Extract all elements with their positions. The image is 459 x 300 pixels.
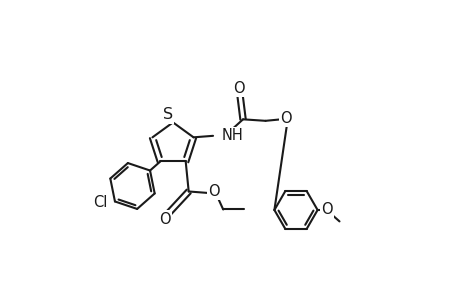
- Text: O: O: [207, 184, 219, 199]
- Text: Cl: Cl: [93, 196, 107, 211]
- Text: NH: NH: [221, 128, 243, 143]
- Text: O: O: [320, 202, 332, 217]
- Text: S: S: [162, 107, 172, 122]
- Text: O: O: [158, 212, 170, 226]
- Text: O: O: [232, 81, 244, 96]
- Text: O: O: [279, 111, 291, 126]
